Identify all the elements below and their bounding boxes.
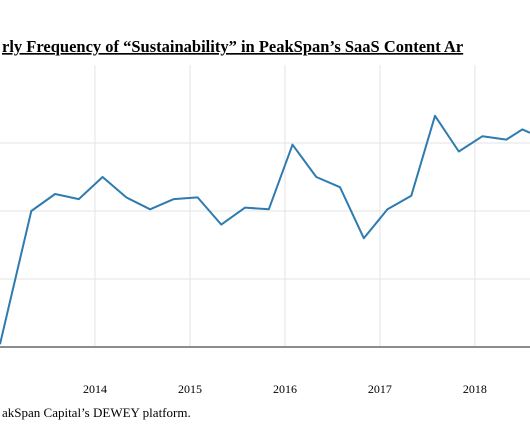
x-tick-label: 2016 bbox=[273, 382, 297, 396]
chart-title: rly Frequency of “Sustainability” in Pea… bbox=[2, 37, 463, 56]
gridlines bbox=[0, 65, 530, 347]
series-line bbox=[0, 114, 530, 345]
x-tick-label: 2018 bbox=[463, 382, 487, 396]
source-note: akSpan Capital’s DEWEY platform. bbox=[2, 405, 191, 420]
x-tick-labels: 2014 2015 2016 2017 2018 bbox=[83, 382, 487, 396]
x-tick-label: 2015 bbox=[178, 382, 202, 396]
x-tick-label: 2017 bbox=[368, 382, 392, 396]
x-tick-label: 2014 bbox=[83, 382, 107, 396]
